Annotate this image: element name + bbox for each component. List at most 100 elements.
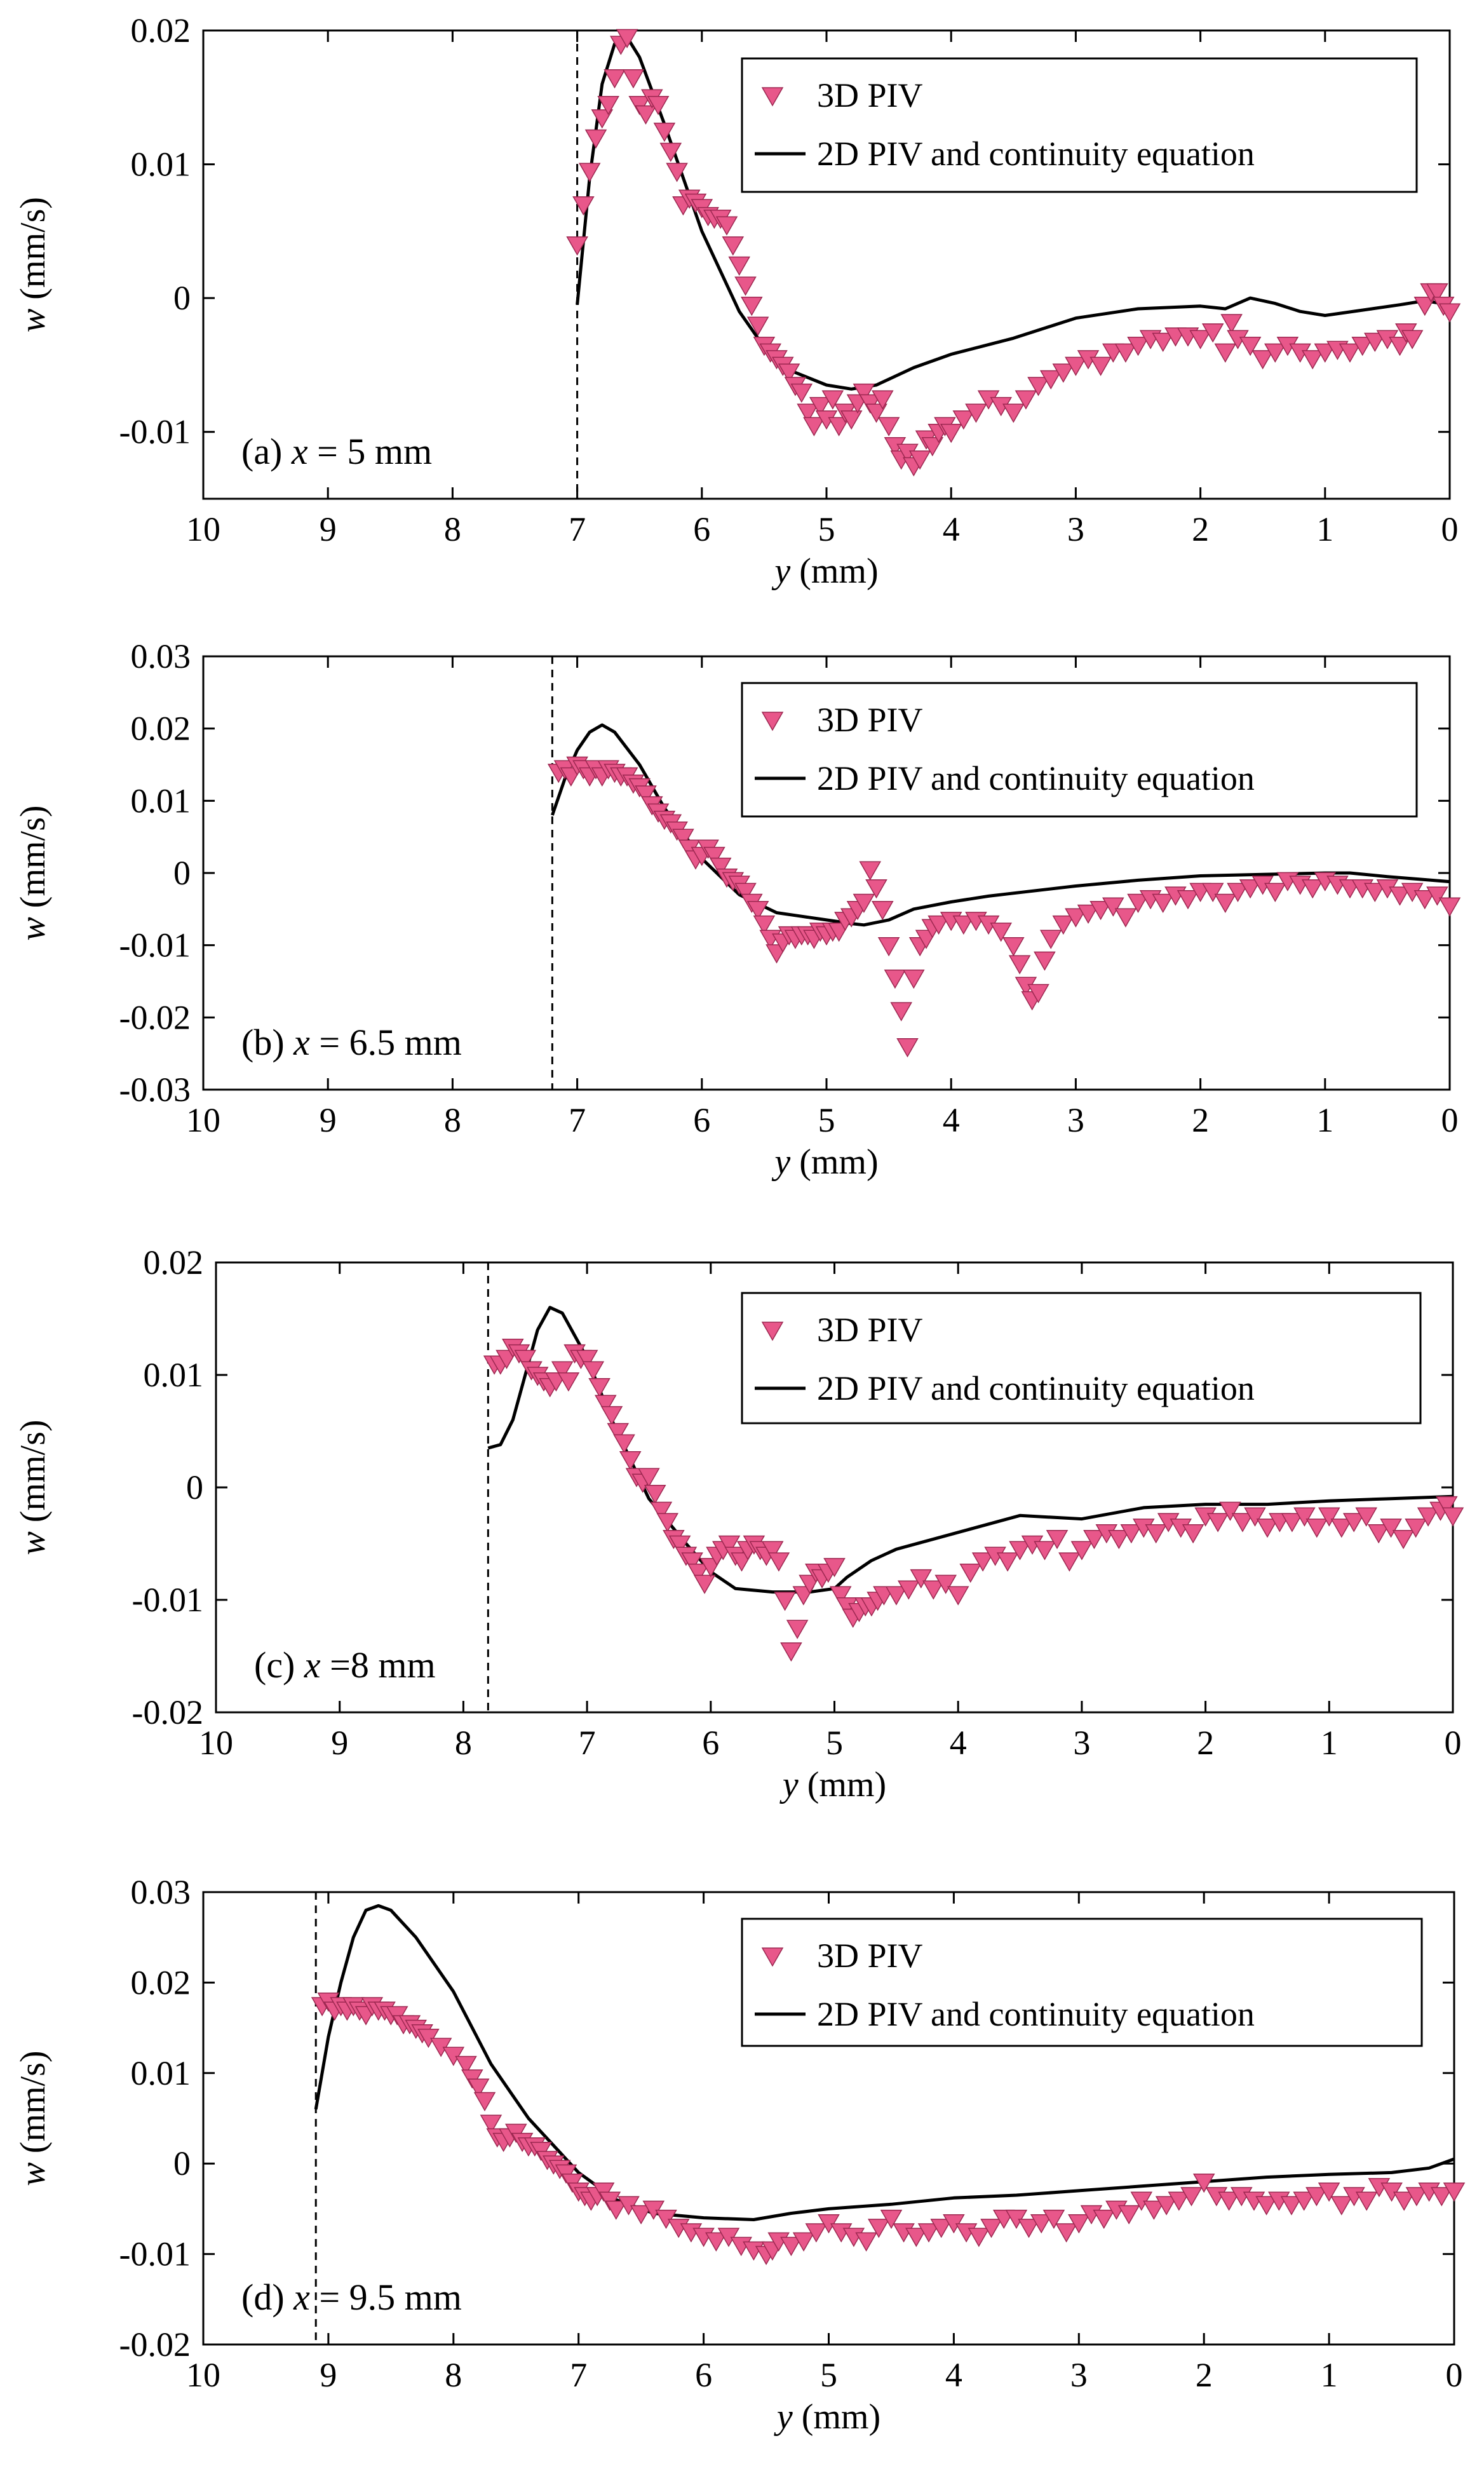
data-point-3d-piv xyxy=(1015,390,1037,410)
data-point-3d-piv xyxy=(1280,2196,1303,2216)
series-line-2d-piv xyxy=(576,36,1450,391)
data-point-3d-piv xyxy=(1127,893,1149,914)
x-axis-label: y (mm) xyxy=(771,551,878,591)
y-axis-unit: (mm/s) xyxy=(13,197,53,309)
legend-label-2d-piv: 2D PIV and continuity equation xyxy=(817,135,1255,173)
data-point-3d-piv xyxy=(1227,883,1249,902)
data-point-3d-piv xyxy=(1034,1541,1056,1560)
data-point-3d-piv xyxy=(1083,1529,1105,1550)
data-point-3d-piv xyxy=(1389,337,1411,356)
data-point-3d-piv xyxy=(1293,2191,1315,2211)
data-point-3d-piv xyxy=(761,1541,784,1560)
legend-box xyxy=(741,57,1418,193)
x-tick-label: 4 xyxy=(950,1724,967,1762)
data-point-3d-piv xyxy=(1364,883,1386,902)
data-point-3d-piv xyxy=(884,970,907,989)
annotation-suffix: = 6.5 mm xyxy=(310,1022,462,1063)
data-point-3d-piv xyxy=(1301,879,1324,899)
x-tick-label: 1 xyxy=(1316,1101,1333,1139)
legend-label-2d-piv: 2D PIV and continuity equation xyxy=(817,1369,1255,1407)
legend-box xyxy=(741,682,1418,818)
data-point-3d-piv xyxy=(1002,937,1025,957)
data-point-3d-piv xyxy=(1120,1524,1143,1544)
data-point-3d-piv xyxy=(734,276,757,296)
x-tick-label: 7 xyxy=(569,1101,586,1139)
x-axis-unit: (mm) xyxy=(793,2397,880,2437)
panel-annotation: (b) x = 6.5 mm xyxy=(241,1022,462,1063)
data-point-3d-piv xyxy=(805,2223,828,2243)
data-point-3d-piv xyxy=(905,2228,928,2247)
x-tick-label: 3 xyxy=(1073,1724,1090,1762)
annotation-prefix: (b) xyxy=(241,1022,293,1063)
series-line-2d-piv xyxy=(551,723,1450,927)
data-point-3d-piv xyxy=(1127,337,1149,356)
y-axis-var: w xyxy=(13,917,53,940)
x-tick-label: 3 xyxy=(1067,510,1084,548)
data-point-3d-piv xyxy=(1293,1507,1316,1527)
panel-annotation: (a) x = 5 mm xyxy=(241,431,432,472)
data-point-3d-piv xyxy=(728,256,750,276)
x-axis-var: y xyxy=(771,551,790,591)
data-point-3d-piv xyxy=(644,1485,666,1505)
data-point-3d-piv xyxy=(1281,1513,1304,1533)
data-point-3d-piv xyxy=(1192,2173,1215,2193)
data-point-3d-piv xyxy=(514,1350,537,1369)
annotation-suffix: =8 mm xyxy=(321,1644,436,1686)
data-point-3d-piv xyxy=(1065,356,1087,376)
data-point-3d-piv xyxy=(604,69,626,89)
data-point-3d-piv xyxy=(1027,984,1049,1004)
y-tick-label: 0.01 xyxy=(131,782,191,820)
x-tick-label: 10 xyxy=(186,1101,220,1139)
chart-panel-c: 10 9 8 7 6 5 4 3 2 1 00.020.010-0.01-0.02y (mm)w (… xyxy=(13,1243,1464,1804)
data-point-3d-piv xyxy=(672,829,694,848)
data-point-3d-piv xyxy=(480,2114,503,2134)
data-point-3d-piv xyxy=(821,390,844,410)
data-point-3d-piv xyxy=(928,915,950,935)
y-tick-label: 0.03 xyxy=(131,1873,191,1911)
data-point-3d-piv xyxy=(656,1513,678,1533)
data-point-3d-piv xyxy=(557,1372,580,1392)
data-point-3d-piv xyxy=(1339,343,1361,363)
data-point-3d-piv xyxy=(1401,330,1424,349)
data-point-3d-piv xyxy=(780,1642,802,1662)
data-point-3d-piv xyxy=(681,1552,703,1572)
x-tick-label: 5 xyxy=(818,510,835,548)
x-tick-label: 9 xyxy=(331,1724,348,1762)
data-point-3d-piv xyxy=(952,915,975,935)
data-point-3d-piv xyxy=(600,1406,623,1426)
y-tick-label: -0.01 xyxy=(119,413,191,451)
data-point-3d-piv xyxy=(647,96,670,116)
data-point-3d-piv xyxy=(1206,1513,1229,1533)
data-point-3d-piv xyxy=(880,2209,903,2229)
legend-label-3d-piv: 3D PIV xyxy=(817,1311,923,1349)
y-axis-var: w xyxy=(13,1531,53,1555)
data-point-3d-piv xyxy=(1114,908,1137,928)
data-point-3d-piv xyxy=(635,785,657,805)
x-tick-label: 7 xyxy=(569,510,586,548)
data-point-3d-piv xyxy=(551,1361,574,1381)
data-point-3d-piv xyxy=(703,846,725,867)
data-point-3d-piv xyxy=(1239,879,1262,899)
data-point-3d-piv xyxy=(767,1552,790,1572)
y-tick-label: -0.02 xyxy=(132,1693,203,1731)
x-tick-label: 5 xyxy=(818,1101,835,1139)
data-point-3d-piv xyxy=(877,417,900,436)
data-point-3d-piv xyxy=(840,410,863,430)
x-tick-label: 0 xyxy=(1441,1101,1459,1139)
data-point-3d-piv xyxy=(896,1038,919,1058)
annotation-var: x xyxy=(293,2277,310,2318)
x-axis-var: y xyxy=(779,1765,799,1804)
x-tick-label: 4 xyxy=(943,1101,960,1139)
x-tick-label: 9 xyxy=(320,2356,337,2394)
data-point-3d-piv xyxy=(868,2219,890,2238)
x-tick-label: 4 xyxy=(943,510,960,548)
data-point-3d-piv xyxy=(947,1586,969,1606)
data-point-3d-piv xyxy=(865,879,887,899)
y-tick-label: -0.01 xyxy=(119,2235,191,2273)
y-axis-unit: (mm/s) xyxy=(13,2050,53,2162)
x-tick-label: 9 xyxy=(320,1101,337,1139)
data-point-3d-piv xyxy=(607,1423,630,1443)
data-point-3d-piv xyxy=(980,2219,1002,2238)
data-point-3d-piv xyxy=(1364,332,1386,353)
data-point-3d-piv xyxy=(877,937,900,957)
